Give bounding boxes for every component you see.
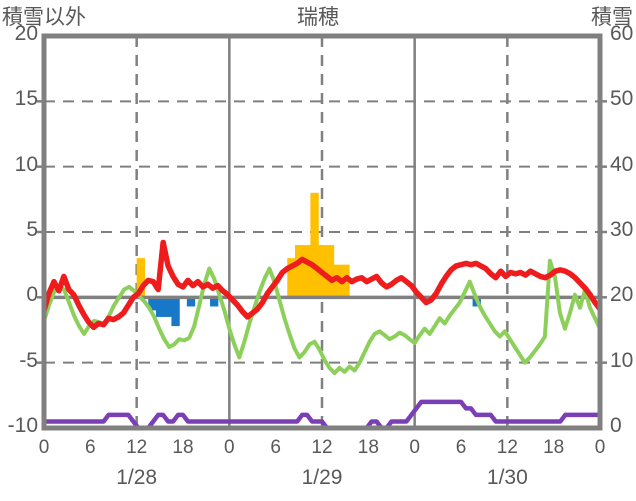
y-axis-tick-label: 15 bbox=[14, 87, 38, 111]
precipitation-bar bbox=[325, 245, 335, 298]
precipitation-bar bbox=[310, 192, 319, 298]
y-axis-tick-label: 10 bbox=[14, 152, 38, 176]
snowfall-bar bbox=[148, 297, 157, 311]
x-axis-tick-label: 18 bbox=[357, 437, 379, 458]
y2-axis-tick-label: 50 bbox=[610, 87, 634, 111]
y2-axis-tick-label: 0 bbox=[610, 414, 622, 437]
y-axis-tick-label: -10 bbox=[7, 414, 38, 437]
page-title: 瑞穂 bbox=[297, 6, 339, 29]
snowfall-bar bbox=[171, 297, 180, 327]
x-axis-tick-label: 12 bbox=[311, 437, 333, 458]
precipitation-bar bbox=[136, 258, 145, 298]
right-axis-title: 積雪 bbox=[591, 6, 633, 29]
snowfall-bar bbox=[163, 297, 173, 317]
x-axis-day-label: 1/30 bbox=[486, 466, 528, 489]
y-axis-tick-label: 5 bbox=[26, 218, 38, 241]
y-axis-tick-label: -5 bbox=[19, 348, 38, 372]
y2-axis-tick-label: 20 bbox=[610, 283, 634, 307]
x-axis-tick-label: 0 bbox=[594, 437, 606, 458]
x-axis-tick-label: 0 bbox=[409, 437, 420, 458]
x-axis-day-label: 1/28 bbox=[116, 466, 158, 489]
y-axis-tick-label: 0 bbox=[26, 283, 38, 307]
red-series-line bbox=[44, 239, 600, 331]
x-axis-tick-label: 18 bbox=[172, 437, 194, 458]
y2-axis-tick-label: 30 bbox=[610, 218, 634, 241]
precipitation-bar bbox=[287, 258, 296, 298]
x-axis-tick-label: 6 bbox=[85, 437, 96, 458]
y2-axis-tick-label: 40 bbox=[610, 152, 634, 176]
snowfall-bar bbox=[210, 297, 219, 307]
x-axis-tick-label: 0 bbox=[224, 437, 235, 458]
x-axis-tick-label: 12 bbox=[496, 437, 518, 458]
y-axis-tick-label: 20 bbox=[14, 22, 38, 45]
left-axis-title: 積雪以外 bbox=[2, 6, 86, 29]
y2-axis-tick-label: 10 bbox=[610, 348, 634, 372]
x-axis-tick-label: 6 bbox=[270, 437, 281, 458]
x-axis-tick-label: 18 bbox=[543, 437, 565, 458]
x-axis-tick-label: 6 bbox=[455, 437, 467, 458]
x-axis-tick-label: 0 bbox=[38, 437, 50, 458]
y2-axis-tick-label: 60 bbox=[610, 22, 634, 45]
x-axis-tick-label: 12 bbox=[126, 437, 148, 458]
snowfall-bar bbox=[155, 297, 165, 317]
precipitation-bar bbox=[302, 245, 312, 298]
precipitation-bar bbox=[294, 245, 304, 298]
snowfall-bar bbox=[186, 297, 196, 307]
x-axis-day-label: 1/29 bbox=[301, 466, 343, 489]
